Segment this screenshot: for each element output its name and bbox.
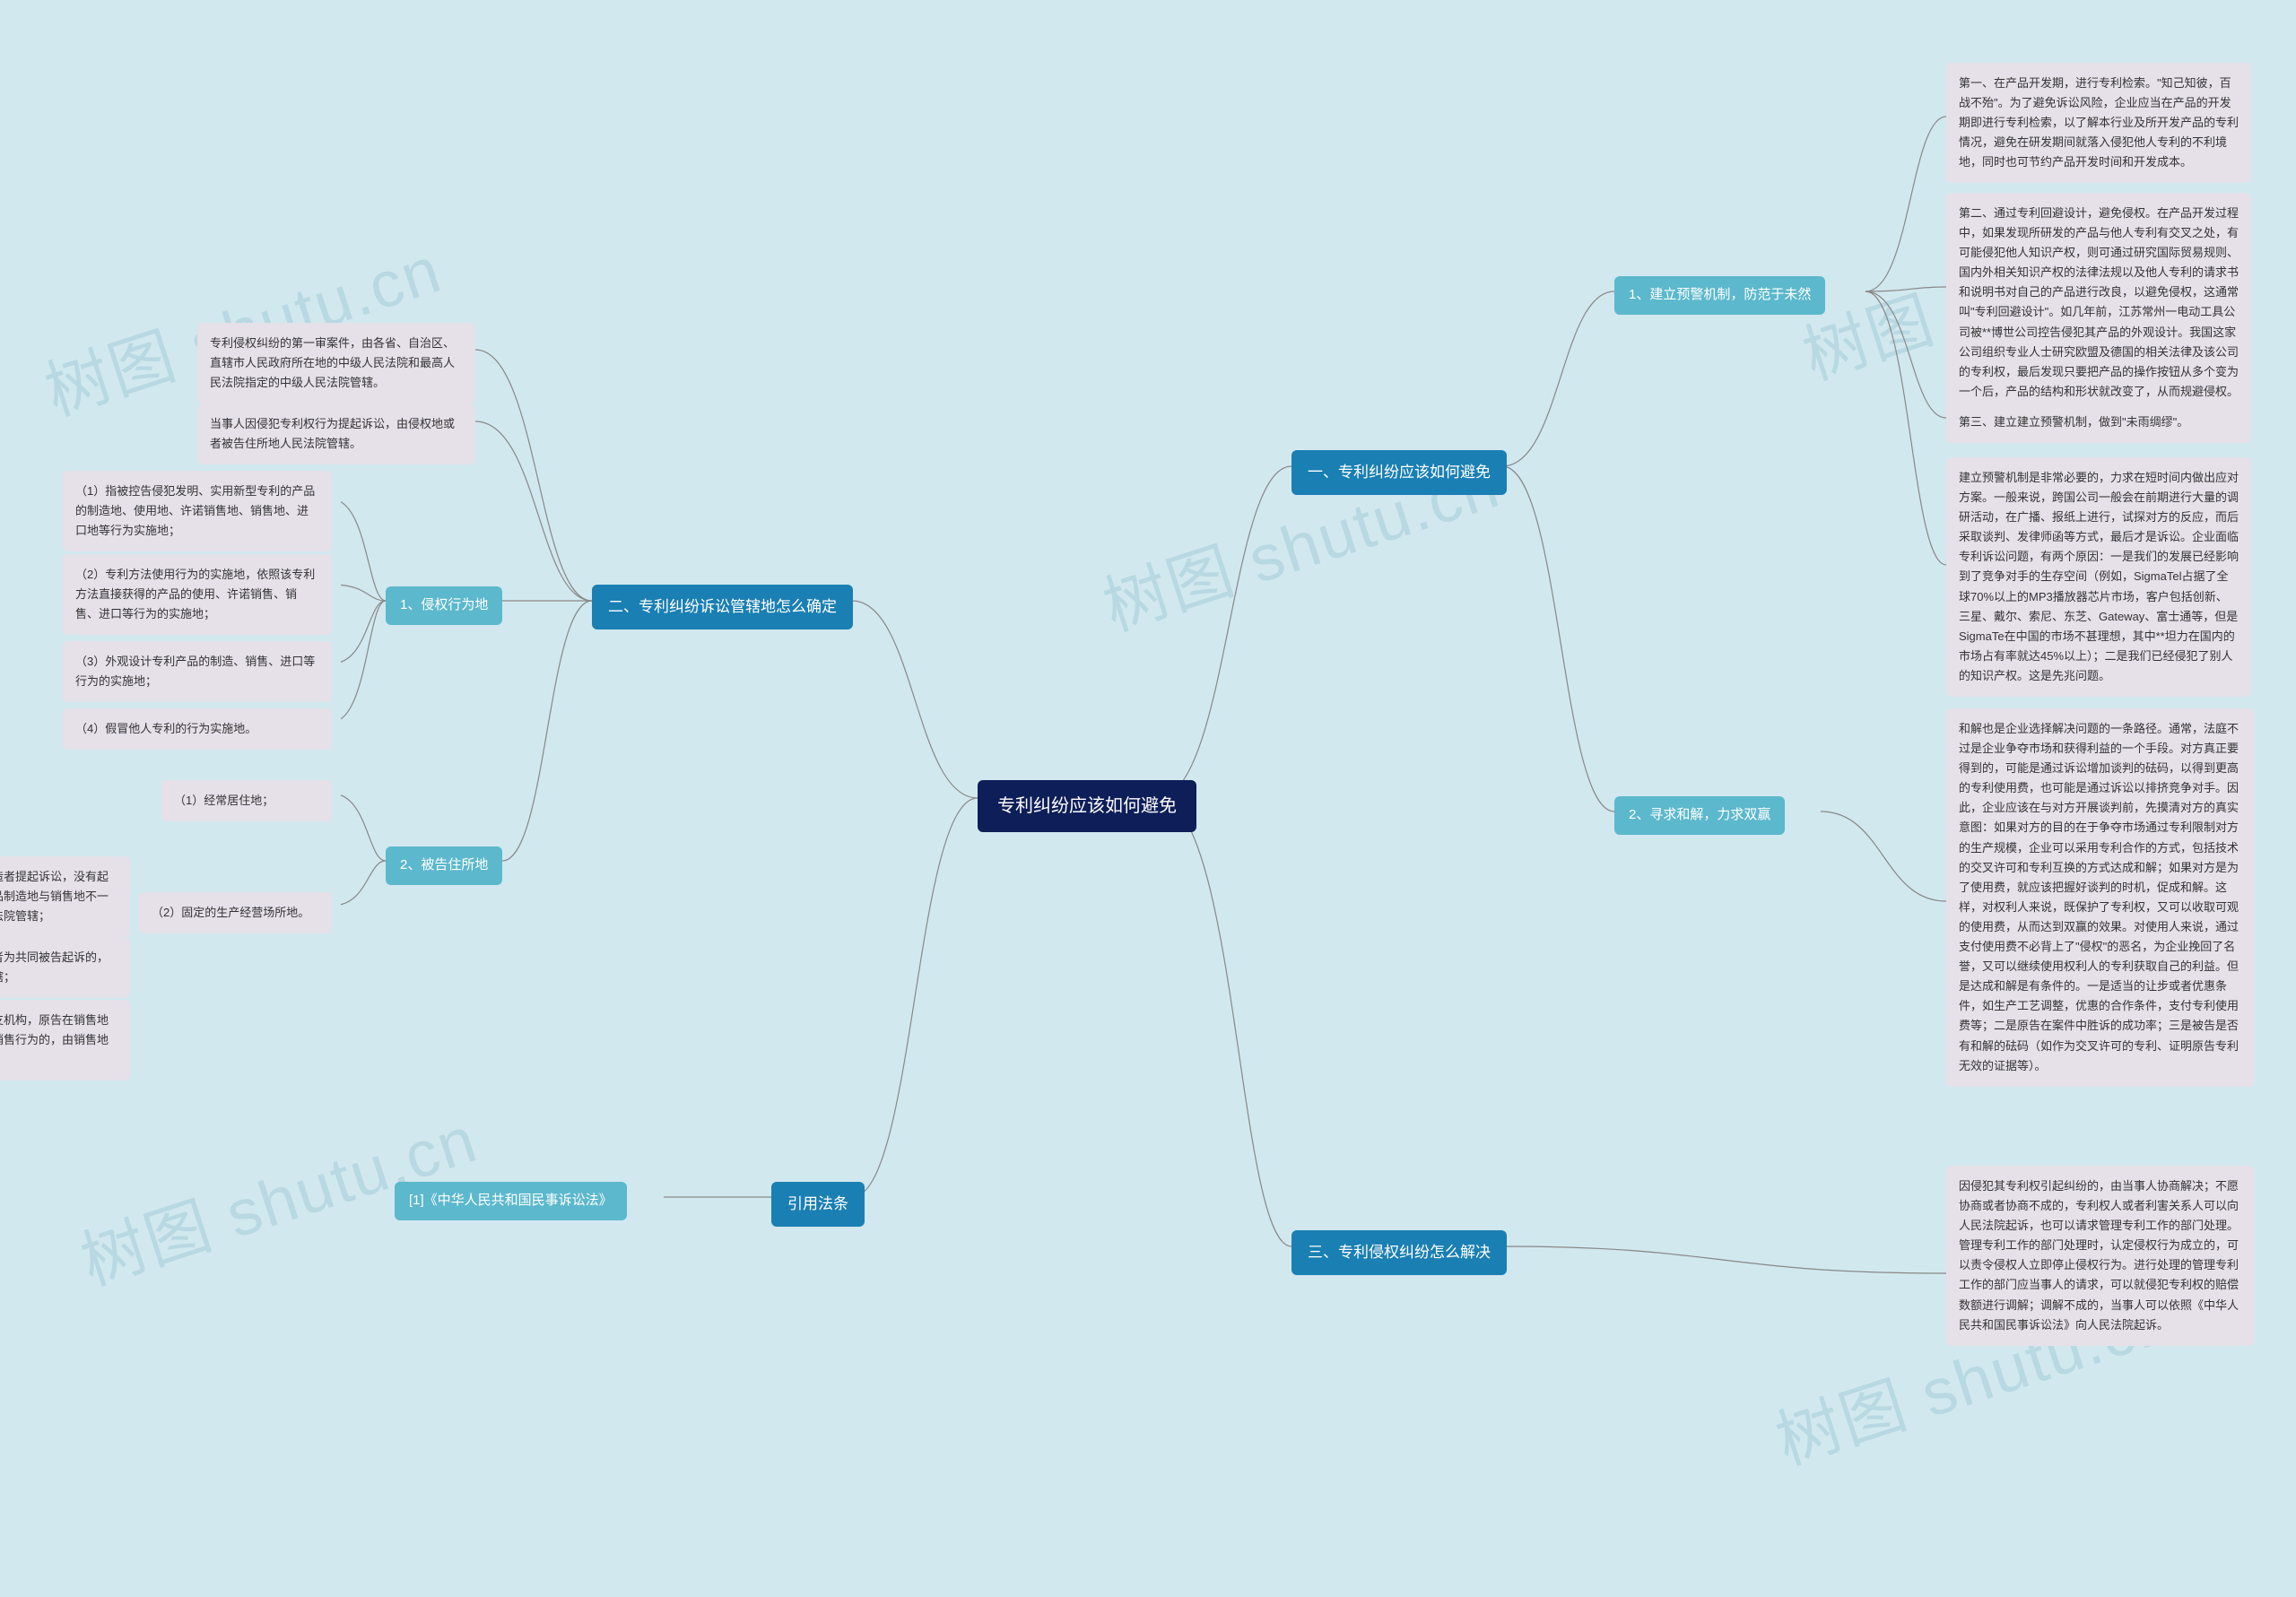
sub-r2b[interactable]: 2、被告住所地 bbox=[386, 846, 502, 885]
leaf-r2b2c: 销售者是制造者的分支机构，原告在销售地起诉侵权产品制造、销售行为的，由销售地人民… bbox=[0, 1000, 130, 1081]
leaf-r1a4: 建立预警机制是非常必要的，力求在短时间内做出应对方案。一般来说，跨国公司一般会在… bbox=[1946, 457, 2251, 697]
branch-r1[interactable]: 一、专利纠纷应该如何避免 bbox=[1292, 450, 1507, 495]
sub-r1b[interactable]: 2、寻求和解，力求双赢 bbox=[1614, 796, 1785, 835]
leaf-r3a: 因侵犯其专利权引起纠纷的，由当事人协商解决；不愿协商或者协商不成的，专利权人或者… bbox=[1946, 1166, 2255, 1346]
sub-label: [1]《中华人民共和国民事诉讼法》 bbox=[409, 1193, 613, 1208]
sub-r4a[interactable]: [1]《中华人民共和国民事诉讼法》 bbox=[395, 1182, 627, 1220]
leaf-r2b2: （2）固定的生产经营场所地。 bbox=[139, 892, 332, 933]
sub-r1a[interactable]: 1、建立预警机制，防范于未然 bbox=[1614, 276, 1825, 315]
leaf-r2b1: （1）经常居住地； bbox=[161, 780, 332, 821]
branch-label: 一、专利纠纷应该如何避免 bbox=[1308, 464, 1491, 481]
leaf-r2b2b: 原告以制造者与销售者为共同被告起诉的，由销售地人民法院管辖； bbox=[0, 937, 130, 998]
leaf-r2a2: （2）专利方法使用行为的实施地，依照该专利方法直接获得的产品的使用、许诺销售、销… bbox=[63, 554, 332, 635]
sub-r2a[interactable]: 1、侵权行为地 bbox=[386, 586, 502, 625]
sub-label: 2、寻求和解，力求双赢 bbox=[1629, 807, 1770, 822]
leaf-r2a3: （3）外观设计专利产品的制造、销售、进口等行为的实施地； bbox=[63, 641, 332, 702]
root-node[interactable]: 专利纠纷应该如何避免 bbox=[978, 780, 1196, 832]
branch-label: 引用法条 bbox=[787, 1195, 848, 1212]
root-label: 专利纠纷应该如何避免 bbox=[997, 796, 1177, 816]
leaf-r1a1: 第一、在产品开发期，进行专利检索。"知己知彼，百战不殆"。为了避免诉讼风险，企业… bbox=[1946, 63, 2251, 183]
branch-r3[interactable]: 三、专利侵权纠纷怎么解决 bbox=[1292, 1230, 1507, 1275]
leaf-r2b2a: 原告只对侵权产品制造者提起诉讼，没有起诉销售者。且侵权产品制造地与销售地不一致的… bbox=[0, 856, 130, 937]
sub-label: 1、侵权行为地 bbox=[400, 597, 488, 612]
sub-label: 2、被告住所地 bbox=[400, 857, 488, 872]
leaf-r2a1: （1）指被控告侵犯发明、实用新型专利的产品的制造地、使用地、许诺销售地、销售地、… bbox=[63, 471, 332, 551]
leaf-r1b1: 和解也是企业选择解决问题的一条路径。通常，法庭不过是企业争夺市场和获得利益的一个… bbox=[1946, 708, 2255, 1087]
leaf-r2-top1: 专利侵权纠纷的第一审案件，由各省、自治区、直辖市人民政府所在地的中级人民法院和最… bbox=[197, 323, 475, 404]
leaf-r1a3: 第三、建立建立预警机制，做到"未雨绸缪"。 bbox=[1946, 402, 2251, 443]
leaf-r2-top2: 当事人因侵犯专利权行为提起诉讼，由侵权地或者被告住所地人民法院管辖。 bbox=[197, 404, 475, 464]
branch-label: 三、专利侵权纠纷怎么解决 bbox=[1308, 1244, 1491, 1261]
branch-label: 二、专利纠纷诉讼管辖地怎么确定 bbox=[608, 598, 837, 615]
leaf-r1a2: 第二、通过专利回避设计，避免侵权。在产品开发过程中，如果发现所研发的产品与他人专… bbox=[1946, 193, 2251, 412]
branch-r2[interactable]: 二、专利纠纷诉讼管辖地怎么确定 bbox=[592, 585, 853, 629]
leaf-r2a4: （4）假冒他人专利的行为实施地。 bbox=[63, 708, 332, 750]
branch-r4[interactable]: 引用法条 bbox=[771, 1182, 865, 1227]
sub-label: 1、建立预警机制，防范于未然 bbox=[1629, 287, 1811, 302]
